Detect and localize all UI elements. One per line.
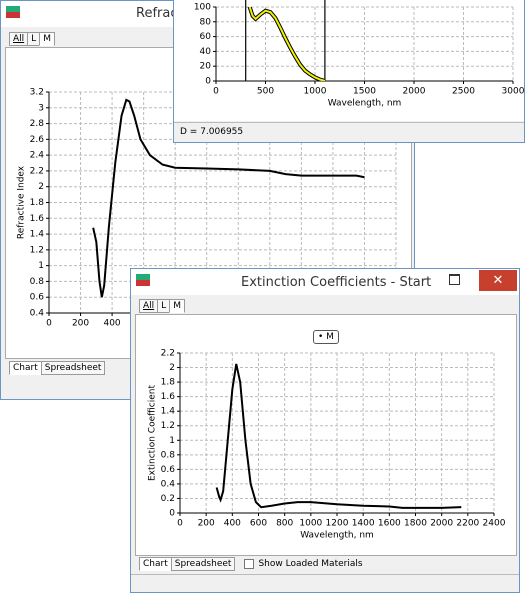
extinction-window: Extinction Coefficients - Start – ✕ All … xyxy=(130,268,520,593)
maximize-button[interactable] xyxy=(449,274,460,285)
data-line xyxy=(92,98,365,298)
tab[interactable]: M xyxy=(169,299,185,313)
legend: • M xyxy=(313,330,339,344)
y-tick-label: 1 xyxy=(169,436,175,446)
window-title: Refrac xyxy=(136,6,178,21)
window-title: Extinction Coefficients - Start xyxy=(241,275,432,290)
y-tick-label: 1.8 xyxy=(161,378,176,388)
y-tick-label: 3 xyxy=(38,103,44,113)
x-tick-label: 2000 xyxy=(403,87,426,97)
y-tick-label: 2.2 xyxy=(161,349,175,359)
y-tick-label: 0.4 xyxy=(30,309,45,319)
x-tick-label: 400 xyxy=(224,519,241,529)
x-tick-label: 500 xyxy=(257,87,274,97)
series-tabs: All L M xyxy=(9,32,55,46)
status-bar: D = 7.006955 xyxy=(174,122,524,142)
y-tick-label: 60 xyxy=(200,32,212,42)
x-tick-label: 1200 xyxy=(326,519,349,529)
x-tick-label: 0 xyxy=(46,319,52,329)
y-tick-label: 2 xyxy=(169,363,175,373)
legend-entry: M xyxy=(326,332,334,342)
x-tick-label: 1000 xyxy=(304,87,327,97)
tab[interactable]: Spreadsheet xyxy=(40,361,106,375)
x-tick-label: 2200 xyxy=(456,519,479,529)
x-tick-label: 200 xyxy=(198,519,215,529)
x-tick-label: 2500 xyxy=(452,87,475,97)
y-tick-label: 0.6 xyxy=(30,293,45,303)
status-text: D = 7.006955 xyxy=(180,127,244,137)
y-tick-label: 1.6 xyxy=(30,214,45,224)
x-tick-label: 800 xyxy=(276,519,293,529)
x-tick-label: 3000 xyxy=(502,87,525,97)
x-tick-label: 2000 xyxy=(430,519,453,529)
y-tick-label: 80 xyxy=(200,17,212,27)
tab[interactable]: Spreadsheet xyxy=(170,557,236,571)
title-bar: Extinction Coefficients - Start – ✕ xyxy=(131,269,519,295)
x-tick-label: 0 xyxy=(177,519,183,529)
y-axis-label: Extinction Coefficient xyxy=(148,385,158,482)
x-tick-label: 0 xyxy=(213,87,219,97)
spectrum-window: 0 20 40 60 80 100 0 500 1000 1500 2000 2500 3000 Wave… xyxy=(173,0,525,143)
y-tick-label: 40 xyxy=(200,47,212,57)
y-tick-label: 0.2 xyxy=(161,494,175,504)
close-button[interactable]: ✕ xyxy=(479,270,517,291)
x-tick-label: 1400 xyxy=(352,519,375,529)
y-tick-label: 1.4 xyxy=(30,230,45,240)
tab[interactable]: M xyxy=(39,32,55,46)
x-tick-label: 1500 xyxy=(353,87,376,97)
y-tick-label: 0 xyxy=(169,509,175,519)
app-icon xyxy=(6,6,20,18)
app-icon xyxy=(136,274,150,286)
series-tabs: All L M xyxy=(139,299,185,313)
view-tabs: Chart Spreadsheet xyxy=(9,361,106,375)
y-tick-label: 2.6 xyxy=(30,135,45,145)
y-tick-label: 1.2 xyxy=(30,245,44,255)
tab[interactable]: Chart xyxy=(9,361,42,375)
y-axis-label: Refractive Index xyxy=(17,165,27,239)
x-tick-label: 1800 xyxy=(404,519,427,529)
y-tick-label: 2.2 xyxy=(30,166,44,176)
line-outline xyxy=(247,7,326,81)
x-tick-label: 600 xyxy=(250,519,267,529)
x-tick-label: 2400 xyxy=(483,519,506,529)
y-tick-label: 1.6 xyxy=(161,392,176,402)
x-tick-label: 1600 xyxy=(378,519,401,529)
minimize-button[interactable]: – xyxy=(423,271,430,287)
status-bar xyxy=(131,574,519,592)
chart-panel xyxy=(174,0,524,121)
y-tick-label: 1 xyxy=(38,261,44,271)
x-axis-label: Wavelength, nm xyxy=(328,99,402,109)
chart: 0 0.2 0.4 0.6 0.8 1 1.2 1.4 1.6 1.8 2 2.2 0 200 400 600… xyxy=(148,349,506,541)
view-tabs: Chart Spreadsheet Show Loaded Materials xyxy=(139,557,363,571)
y-tick-label: 1.8 xyxy=(30,198,45,208)
y-tick-label: 0.8 xyxy=(161,450,176,460)
x-axis-label: Wavelength, nm xyxy=(300,531,374,541)
data-line xyxy=(215,363,462,509)
checkbox-label: Show Loaded Materials xyxy=(258,559,363,569)
checkbox[interactable] xyxy=(244,559,255,569)
y-tick-label: 0 xyxy=(205,77,211,87)
y-tick-label: 1.2 xyxy=(161,421,175,431)
y-tick-label: 0.4 xyxy=(161,479,176,489)
y-tick-label: 3.2 xyxy=(30,88,44,98)
y-tick-label: 0.8 xyxy=(30,277,45,287)
y-tick-label: 1.4 xyxy=(161,407,176,417)
y-tick-label: 20 xyxy=(200,62,212,72)
x-tick-label: 1000 xyxy=(299,519,322,529)
y-tick-label: 2.4 xyxy=(30,151,45,161)
y-tick-label: 0.6 xyxy=(161,465,176,475)
chart-panel xyxy=(135,314,517,556)
y-tick-label: 100 xyxy=(194,3,211,13)
tab[interactable]: Chart xyxy=(139,557,172,571)
y-tick-label: 2 xyxy=(38,182,44,192)
data-line xyxy=(248,7,326,81)
x-tick-label: 400 xyxy=(103,319,120,329)
x-tick-label: 200 xyxy=(72,319,89,329)
y-tick-label: 2.8 xyxy=(30,119,45,129)
tab[interactable]: All xyxy=(139,299,159,313)
